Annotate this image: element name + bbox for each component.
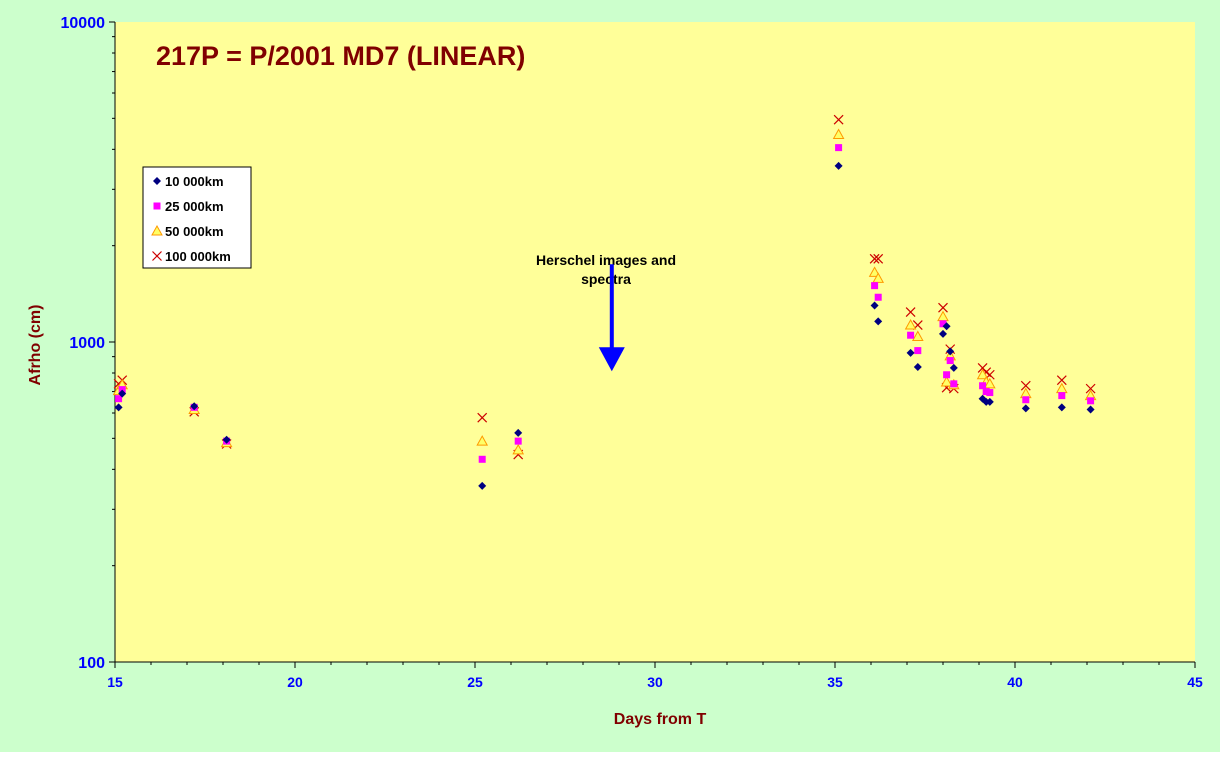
data-point bbox=[115, 395, 123, 403]
data-point bbox=[946, 347, 955, 356]
data-point bbox=[118, 389, 127, 398]
x-tick-label: 25 bbox=[467, 674, 483, 690]
chart-title: 217P = P/2001 MD7 (LINEAR) bbox=[156, 41, 525, 71]
data-point bbox=[982, 388, 990, 396]
cross-stroke bbox=[833, 114, 844, 125]
herschel-annotation: Herschel images and spectra bbox=[536, 252, 676, 372]
data-point bbox=[1087, 397, 1095, 405]
data-point bbox=[979, 382, 987, 390]
data-point bbox=[871, 282, 879, 290]
data-point bbox=[835, 144, 843, 152]
data-point bbox=[477, 412, 488, 423]
data-point bbox=[939, 320, 947, 328]
data-point bbox=[1021, 404, 1030, 413]
data-point bbox=[913, 363, 922, 372]
data-point bbox=[868, 266, 881, 277]
data-point bbox=[833, 114, 844, 125]
legend-marker bbox=[152, 251, 162, 261]
x-axis-ticks: 15 20 25 30 35 40 45 bbox=[107, 662, 1203, 690]
data-point bbox=[834, 161, 843, 170]
x-tick-label: 15 bbox=[107, 674, 123, 690]
data-point bbox=[872, 272, 885, 283]
data-point bbox=[874, 293, 882, 301]
data-point bbox=[943, 371, 951, 379]
legend-marker bbox=[153, 202, 161, 210]
data-point bbox=[939, 329, 947, 338]
x-tick-label: 30 bbox=[647, 674, 663, 690]
data-point bbox=[1057, 403, 1066, 412]
data-point bbox=[983, 377, 996, 389]
data-point bbox=[1022, 396, 1030, 404]
data-point bbox=[946, 357, 954, 365]
legend: 10 000km 25 000km 50 000km 100 000km bbox=[142, 166, 252, 269]
x-tick-label: 45 bbox=[1187, 674, 1203, 690]
data-point bbox=[949, 363, 958, 372]
x-axis-label: Days from T bbox=[614, 711, 707, 728]
x-tick-label: 35 bbox=[827, 674, 843, 690]
data-point bbox=[114, 403, 123, 412]
annotation-text-line-1: Herschel images and bbox=[536, 252, 676, 268]
y-tick-label: 10000 bbox=[61, 15, 106, 32]
data-point bbox=[832, 128, 845, 140]
data-point bbox=[906, 348, 915, 357]
y-tick-label: 100 bbox=[78, 655, 105, 672]
cross-stroke bbox=[1056, 375, 1067, 386]
cross-stroke bbox=[873, 253, 884, 264]
cross-stroke bbox=[869, 253, 880, 264]
x-tick-label: 40 bbox=[1007, 674, 1023, 690]
cross-stroke bbox=[1085, 383, 1096, 394]
plot-area-background bbox=[115, 22, 1195, 662]
data-point bbox=[976, 368, 989, 380]
data-point bbox=[869, 253, 880, 264]
data-point bbox=[1085, 383, 1096, 394]
data-point bbox=[914, 347, 922, 355]
cross-stroke bbox=[1020, 380, 1031, 391]
data-point bbox=[1020, 380, 1031, 391]
data-point bbox=[1058, 392, 1066, 400]
data-point bbox=[478, 481, 487, 490]
data-points bbox=[112, 114, 1097, 490]
data-point bbox=[1086, 405, 1095, 414]
data-point bbox=[512, 443, 525, 455]
data-point bbox=[938, 302, 948, 313]
data-point bbox=[950, 380, 958, 388]
data-point bbox=[985, 397, 994, 406]
data-point bbox=[907, 331, 915, 339]
cross-stroke bbox=[938, 302, 948, 313]
legend-label: 50 000km bbox=[165, 224, 224, 239]
data-point bbox=[476, 435, 489, 446]
legend-label: 10 000km bbox=[165, 174, 224, 189]
legend-label: 25 000km bbox=[165, 199, 224, 214]
y-axis-label: Afrho (cm) bbox=[27, 305, 44, 386]
data-point bbox=[940, 375, 953, 387]
legend-marker bbox=[151, 224, 163, 236]
y-axis-ticks: 100 1000 10000 bbox=[61, 15, 115, 672]
data-point bbox=[873, 253, 884, 264]
data-point bbox=[870, 301, 879, 310]
data-point bbox=[874, 317, 883, 326]
x-tick-label: 20 bbox=[287, 674, 303, 690]
data-point bbox=[222, 435, 231, 444]
annotation-arrow-head bbox=[598, 347, 625, 372]
cross-stroke bbox=[477, 412, 488, 423]
data-point bbox=[911, 330, 924, 342]
data-point bbox=[904, 318, 917, 330]
data-point bbox=[905, 307, 916, 318]
annotation-text-line-2: spectra bbox=[581, 271, 631, 287]
data-point bbox=[190, 402, 199, 411]
data-point bbox=[942, 322, 951, 331]
y-tick-label: 1000 bbox=[69, 335, 105, 352]
data-point bbox=[514, 437, 522, 445]
data-point bbox=[986, 389, 994, 397]
legend-label: 100 000km bbox=[165, 249, 231, 264]
legend-marker bbox=[153, 177, 161, 185]
cross-stroke bbox=[905, 307, 916, 318]
data-point bbox=[478, 455, 486, 463]
data-point bbox=[514, 428, 523, 437]
data-point bbox=[1056, 375, 1067, 386]
cross-stroke bbox=[152, 251, 162, 261]
